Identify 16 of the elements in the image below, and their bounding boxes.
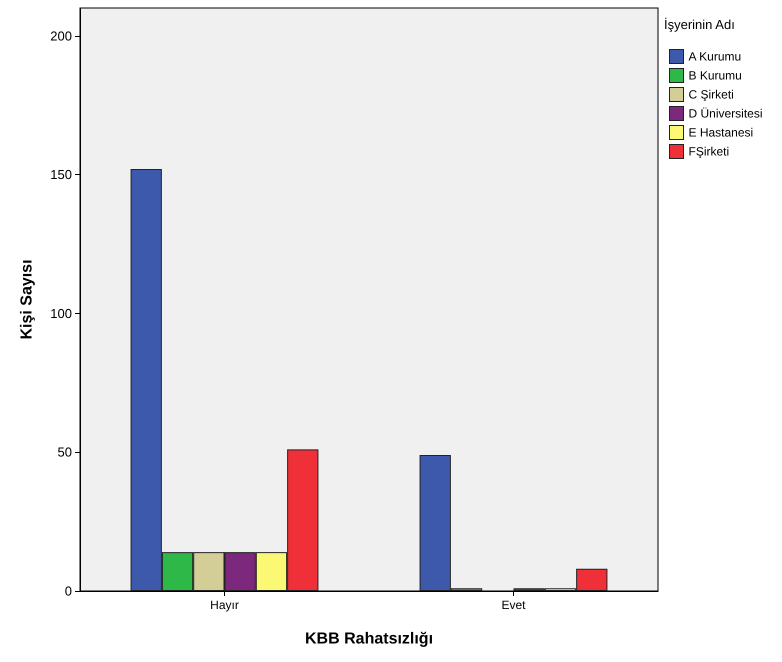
y-tick-label: 200 (50, 28, 72, 44)
y-tick-label: 50 (58, 444, 72, 460)
legend-label: B Kurumu (688, 68, 742, 82)
legend-label: E Hastanesi (688, 126, 754, 140)
legend-title: İşyerinin Adı (664, 17, 735, 32)
y-axis-title: Kişi Sayısı (18, 259, 36, 340)
x-tick-label: Evet (501, 598, 526, 612)
y-tick-label: 150 (50, 167, 72, 182)
y-tick-label: 0 (64, 584, 72, 598)
x-axis-title: KBB Rahatsızlığı (304, 630, 434, 648)
legend-label: C Şirketi (688, 88, 734, 102)
x-tick-label: Hayır (210, 598, 239, 612)
legend-label: FŞirketi (688, 144, 730, 158)
y-tick-label: 100 (50, 306, 72, 321)
legend-label: D Üniversitesi (688, 106, 763, 120)
legend-label: A Kurumu (688, 50, 742, 64)
